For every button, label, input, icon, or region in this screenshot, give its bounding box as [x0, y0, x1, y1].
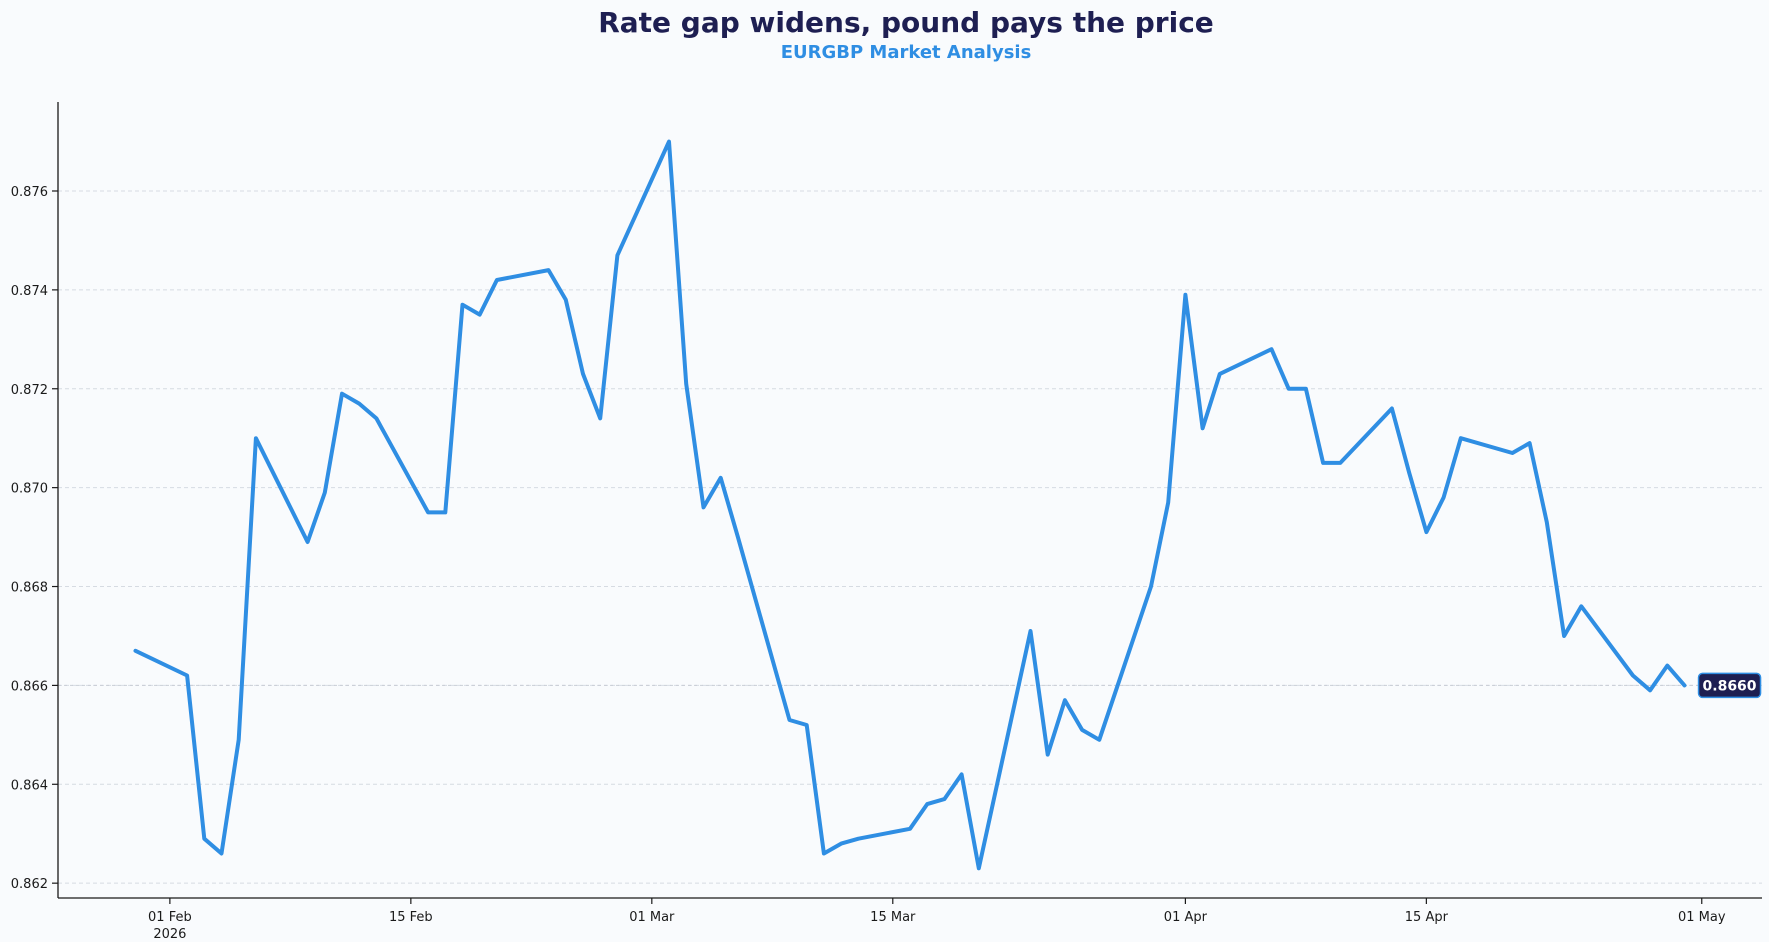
- x-tick-label: 01 May: [1678, 910, 1726, 925]
- x-tick-sublabel: 2026: [153, 927, 186, 942]
- chart-title: Rate gap widens, pound pays the price: [598, 6, 1214, 39]
- grid-lines: [58, 190, 1762, 884]
- y-tick-label: 0.876: [11, 185, 48, 200]
- y-tick-label: 0.874: [11, 284, 48, 299]
- series-layer: [133, 139, 1687, 871]
- last-value-label: 0.8660: [1703, 678, 1757, 694]
- y-tick-label: 0.872: [11, 383, 48, 398]
- series-line-eurgbp: [133, 139, 1687, 871]
- y-tick-label: 0.866: [11, 679, 48, 694]
- axes: 0.862 0.864 0.866 0.868 0.870 0.872 0.874 0.876…: [11, 102, 1762, 942]
- x-tick-label: 01 Mar: [629, 910, 675, 925]
- x-tick-label: 15 Feb: [389, 910, 433, 925]
- y-tick-label: 0.862: [11, 877, 48, 892]
- x-tick-label: 01 Apr: [1164, 910, 1208, 925]
- y-tick-label: 0.868: [11, 581, 48, 596]
- last-value-badge: 0.8660: [1697, 672, 1762, 699]
- x-tick-label: 01 Feb: [148, 910, 192, 925]
- x-tick-label: 15 Apr: [1405, 910, 1449, 925]
- last-value-badge-box: [1697, 672, 1762, 699]
- y-tick-label: 0.870: [11, 482, 48, 497]
- x-tick-label: 15 Mar: [870, 910, 916, 925]
- y-tick-label: 0.864: [11, 778, 48, 793]
- chart-subtitle: EURGBP Market Analysis: [781, 42, 1032, 63]
